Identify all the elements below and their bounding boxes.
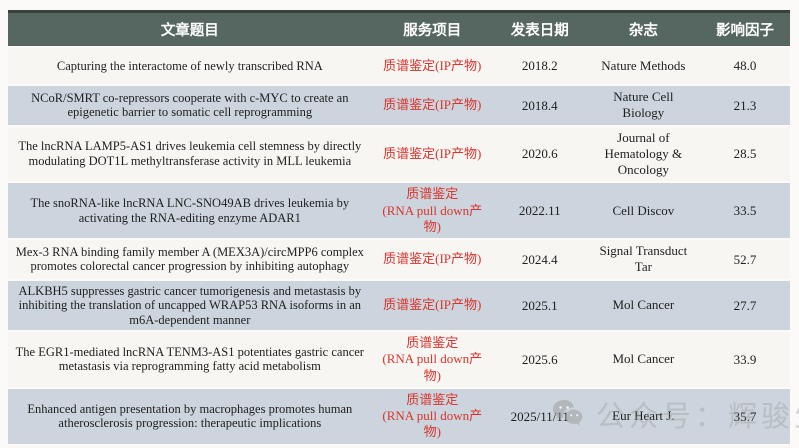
col-header-publish-date: 发表日期 [492, 10, 587, 46]
col-header-journal: 杂志 [586, 10, 701, 46]
service-item-cell: 质谱鉴定(IP产物) [371, 86, 493, 125]
impact-factor-cell: 52.7 [700, 240, 790, 279]
col-header-article-title: 文章题目 [8, 10, 372, 46]
journal-cell: Nature Cell Biology [586, 86, 701, 125]
table-row: Mex-3 RNA binding family member A (MEX3A… [8, 240, 790, 279]
publish-date-cell: 2025.1 [492, 280, 587, 330]
service-item-cell: 质谱鉴定 (RNA pull down产物) [371, 183, 493, 238]
impact-factor-cell: 33.9 [700, 445, 790, 448]
publish-date-cell: 2022.11 [492, 183, 587, 238]
publish-date-cell: 2018.4 [492, 86, 587, 125]
impact-factor-cell: 35.7 [700, 388, 790, 444]
table-container: 文章题目 服务项目 发表日期 杂志 影响因子 Capturing the int… [8, 8, 790, 448]
impact-factor-cell: 27.7 [700, 280, 790, 330]
impact-factor-cell: 33.5 [700, 183, 790, 238]
publications-table: 文章题目 服务项目 发表日期 杂志 影响因子 Capturing the int… [8, 8, 790, 448]
service-item-cell: 质谱鉴定(IP产物) [371, 280, 493, 330]
article-title-cell: piR-1170 drives brain metastasis and imm… [8, 445, 372, 448]
article-title-cell: Enhanced antigen presentation by macroph… [8, 388, 372, 444]
table-row: piR-1170 drives brain metastasis and imm… [8, 445, 790, 448]
service-item-cell: 质谱鉴定(IP产物) [371, 126, 493, 182]
service-item-cell: 质谱鉴定(IP产物) [371, 240, 493, 279]
article-title-cell: Mex-3 RNA binding family member A (MEX3A… [8, 240, 372, 279]
col-header-impact-factor: 影响因子 [700, 10, 790, 46]
col-header-service-item: 服务项目 [371, 10, 493, 46]
impact-factor-cell: 33.9 [700, 332, 790, 387]
publish-date-cell: 2018.2 [492, 48, 587, 84]
impact-factor-cell: 48.0 [700, 48, 790, 84]
article-title-cell: ALKBH5 suppresses gastric cancer tumorig… [8, 280, 372, 330]
journal-cell: Nature Methods [586, 48, 701, 84]
table-row: ALKBH5 suppresses gastric cancer tumorig… [8, 280, 790, 330]
table-row: The EGR1-mediated lncRNA TENM3-AS1 poten… [8, 332, 790, 387]
service-item-cell: 质谱鉴定 (RNA pull down产物) [371, 388, 493, 444]
journal-cell: Cell Discov [586, 183, 701, 238]
journal-cell: Mol Cancer [586, 280, 701, 330]
table-row: NCoR/SMRT co-repressors cooperate with c… [8, 86, 790, 125]
journal-cell: Mol Cancer [586, 445, 701, 448]
article-title-cell: NCoR/SMRT co-repressors cooperate with c… [8, 86, 372, 125]
service-item-cell: 质谱鉴定 (RNA pull down产物) [371, 445, 493, 448]
table-row: The lncRNA LAMP5-AS1 drives leukemia cel… [8, 126, 790, 182]
table-row: Capturing the interactome of newly trans… [8, 48, 790, 84]
service-item-cell: 质谱鉴定 (RNA pull down产物) [371, 332, 493, 387]
publish-date-cell: 2024.4 [492, 240, 587, 279]
article-title-cell: Capturing the interactome of newly trans… [8, 48, 372, 84]
impact-factor-cell: 21.3 [700, 86, 790, 125]
journal-cell: Signal Transduct Tar [586, 240, 701, 279]
table-header-row: 文章题目 服务项目 发表日期 杂志 影响因子 [8, 10, 790, 46]
publish-date-cell: 2025.6 [492, 332, 587, 387]
table-row: The snoRNA-like lncRNA LNC-SNO49AB drive… [8, 183, 790, 238]
journal-cell: Eur Heart J. [586, 388, 701, 444]
service-item-cell: 质谱鉴定(IP产物) [371, 48, 493, 84]
article-title-cell: The lncRNA LAMP5-AS1 drives leukemia cel… [8, 126, 372, 182]
impact-factor-cell: 28.5 [700, 126, 790, 182]
table-row: Enhanced antigen presentation by macroph… [8, 388, 790, 444]
article-title-cell: The snoRNA-like lncRNA LNC-SNO49AB drive… [8, 183, 372, 238]
publish-date-cell: 2025/11/11 [492, 388, 587, 444]
publish-date-cell: 2026.1 [492, 445, 587, 448]
journal-cell: Mol Cancer [586, 332, 701, 387]
journal-cell: Journal of Hematology & Oncology [586, 126, 701, 182]
article-title-cell: The EGR1-mediated lncRNA TENM3-AS1 poten… [8, 332, 372, 387]
publish-date-cell: 2020.6 [492, 126, 587, 182]
